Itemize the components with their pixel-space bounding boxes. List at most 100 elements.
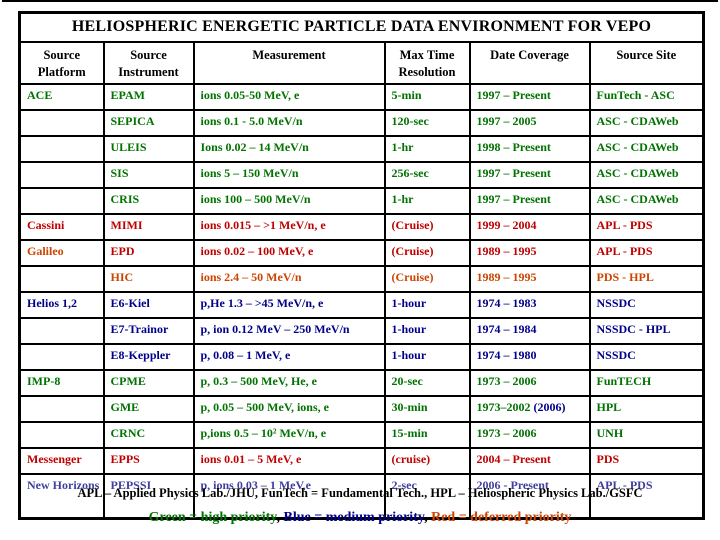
cell-max-time-resolution: 1-hr — [383, 135, 471, 163]
cell-max-time-resolution: 1-hr — [383, 187, 471, 215]
cell-source-instrument: ULEIS — [102, 135, 195, 163]
table-row: E7-Trainor p, ion 0.12 MeV – 250 MeV/n 1-h… — [18, 317, 705, 345]
top-border-line — [2, 0, 718, 2]
cell-measurement: p, 0.08 – 1 MeV, e — [192, 343, 386, 371]
cell-source-platform — [18, 317, 105, 345]
cell-source-site: ASC - CDAWeb — [588, 109, 705, 137]
priority-color-legend: Green = high priority, Blue = medium pri… — [0, 510, 720, 526]
cell-source-site: HPL — [588, 395, 705, 423]
cell-max-time-resolution: 256-sec — [383, 161, 471, 189]
cell-source-site: FunTech - ASC — [588, 83, 705, 111]
table-row: HIC ions 2.4 – 50 MeV/n (Cruise) 1989 – 199… — [18, 265, 705, 293]
table-row: Galileo EPD ions 0.02 – 100 MeV, e (Cruise)… — [18, 239, 705, 267]
cell-max-time-resolution: 15-min — [383, 421, 471, 449]
table-row: CRIS ions 100 – 500 MeV/n 1-hr 1997 – Prese… — [18, 187, 705, 215]
column-header-row: Source Platform Source Instrument Measurem… — [18, 41, 705, 85]
cell-source-site: UNH — [588, 421, 705, 449]
cell-source-instrument: PEPSSI — [102, 473, 195, 520]
table-row: Messenger EPPS ions 0.01 – 5 MeV, e (cruise… — [18, 447, 705, 475]
cell-measurement: ions 2.4 – 50 MeV/n — [192, 265, 386, 293]
cell-source-instrument: E6-Kiel — [102, 291, 195, 319]
legend-segment: Green = high priority — [148, 510, 277, 525]
cell-source-site: PDS — [588, 447, 705, 475]
cell-max-time-resolution: 30-min — [383, 395, 471, 423]
cell-source-instrument: CRIS — [102, 187, 195, 215]
cell-text-part: 1973–2002 — [476, 400, 531, 414]
cell-date-coverage: 2004 – Present — [468, 447, 591, 475]
table-row: New Horizons PEPSSI p, ions 0.03 – 1 MeV,e… — [18, 473, 705, 520]
cell-source-platform — [18, 187, 105, 215]
cell-date-coverage: 1997 – Present — [468, 83, 591, 111]
cell-max-time-resolution: (Cruise) — [383, 239, 471, 267]
cell-source-site: APL - PDS — [588, 239, 705, 267]
cell-source-platform — [18, 395, 105, 423]
cell-measurement: ions 100 – 500 MeV/n — [192, 187, 386, 215]
legend-segment: , — [424, 510, 432, 525]
cell-date-coverage: 1997 – 2005 — [468, 109, 591, 137]
cell-measurement: p, ions 0.03 – 1 MeV,e — [192, 473, 386, 520]
cell-source-instrument: E8-Keppler — [102, 343, 195, 371]
cell-source-platform: IMP-8 — [18, 369, 105, 397]
cell-max-time-resolution: 2-sec — [383, 473, 471, 520]
cell-date-coverage: 2006 - Present — [468, 473, 591, 520]
column-header-max-time-resolution: Max Time Resolution — [383, 41, 471, 85]
cell-measurement: p, 0.05 – 500 MeV, ions, e — [192, 395, 386, 423]
legend-segment: , — [276, 510, 284, 525]
cell-source-platform — [18, 161, 105, 189]
cell-date-coverage: 1973–2002 (2006) — [468, 395, 591, 423]
cell-source-platform: New Horizons — [18, 473, 105, 520]
table-row: ULEIS Ions 0.02 – 14 MeV/n 1-hr 1998 – Pres… — [18, 135, 705, 163]
cell-source-instrument: CRNC — [102, 421, 195, 449]
cell-source-platform — [18, 135, 105, 163]
cell-measurement: ions 5 – 150 MeV/n — [192, 161, 386, 189]
cell-source-instrument: EPPS — [102, 447, 195, 475]
cell-max-time-resolution: 1-hour — [383, 291, 471, 319]
cell-max-time-resolution: 120-sec — [383, 109, 471, 137]
cell-source-platform — [18, 343, 105, 371]
column-header-source-site: Source Site — [588, 41, 705, 85]
cell-date-coverage: 1997 – Present — [468, 187, 591, 215]
cell-text-part: (2006) — [530, 400, 566, 414]
page-title: HELIOSPHERIC ENERGETIC PARTICLE DATA ENV… — [18, 11, 705, 43]
cell-source-site: NSSDC - HPL — [588, 317, 705, 345]
column-header-source-platform: Source Platform — [18, 41, 105, 85]
column-header-source-instrument: Source Instrument — [102, 41, 195, 85]
column-header-measurement: Measurement — [192, 41, 386, 85]
cell-measurement: p, ion 0.12 MeV – 250 MeV/n — [192, 317, 386, 345]
heliospheric-data-table: HELIOSPHERIC ENERGETIC PARTICLE DATA ENV… — [18, 11, 706, 520]
cell-date-coverage: 1999 – 2004 — [468, 213, 591, 241]
cell-source-instrument: SEPICA — [102, 109, 195, 137]
cell-source-instrument: E7-Trainor — [102, 317, 195, 345]
cell-source-platform — [18, 109, 105, 137]
table-row: ACE EPAM ions 0.05-50 MeV, e 5-min 1997 – Pr… — [18, 83, 705, 111]
cell-measurement: ions 0.01 – 5 MeV, e — [192, 447, 386, 475]
cell-measurement: ions 0.02 – 100 MeV, e — [192, 239, 386, 267]
cell-source-site: FunTECH — [588, 369, 705, 397]
cell-measurement: ions 0.05-50 MeV, e — [192, 83, 386, 111]
cell-measurement: p, 0.3 – 500 MeV, He, e — [192, 369, 386, 397]
table-row: SIS ions 5 – 150 MeV/n 256-sec 1997 – Prese… — [18, 161, 705, 189]
cell-date-coverage: 1997 – Present — [468, 161, 591, 189]
table-row: SEPICA ions 0.1 - 5.0 MeV/n 120-sec 1997 – … — [18, 109, 705, 137]
cell-max-time-resolution: (cruise) — [383, 447, 471, 475]
cell-max-time-resolution: 1-hour — [383, 317, 471, 345]
cell-date-coverage: 1989 – 1995 — [468, 239, 591, 267]
table-row: CRNC p,ions 0.5 – 10² MeV/n, e 15-min 1973 … — [18, 421, 705, 449]
table-row: E8-Keppler p, 0.08 – 1 MeV, e 1-hour 1974 –… — [18, 343, 705, 371]
table-row: IMP-8 CPME p, 0.3 – 500 MeV, He, e 20-sec 19… — [18, 369, 705, 397]
legend-segment: Red = deferred priority — [431, 510, 572, 525]
cell-date-coverage: 1974 – 1983 — [468, 291, 591, 319]
cell-date-coverage: 1974 – 1984 — [468, 317, 591, 345]
table-row: GME p, 0.05 – 500 MeV, ions, e 30-min 1973–… — [18, 395, 705, 423]
cell-date-coverage: 1974 – 1980 — [468, 343, 591, 371]
legend-segment: Blue = medium priority — [283, 510, 425, 525]
cell-source-instrument: EPD — [102, 239, 195, 267]
cell-measurement: p,He 1.3 – >45 MeV/n, e — [192, 291, 386, 319]
column-header-date-coverage: Date Coverage — [468, 41, 591, 85]
cell-measurement: ions 0.015 – >1 MeV/n, e — [192, 213, 386, 241]
cell-max-time-resolution: (Cruise) — [383, 265, 471, 293]
cell-measurement: Ions 0.02 – 14 MeV/n — [192, 135, 386, 163]
table-row: Helios 1,2 E6-Kiel p,He 1.3 – >45 MeV/n, e… — [18, 291, 705, 319]
cell-source-platform: ACE — [18, 83, 105, 111]
title-row: HELIOSPHERIC ENERGETIC PARTICLE DATA ENV… — [18, 11, 705, 43]
